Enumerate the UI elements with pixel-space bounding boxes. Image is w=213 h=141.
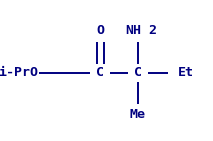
Text: Et: Et xyxy=(178,67,194,80)
Text: 2: 2 xyxy=(148,24,156,37)
Text: C: C xyxy=(96,67,104,80)
Text: i-PrO: i-PrO xyxy=(0,67,38,80)
Text: C: C xyxy=(134,67,142,80)
Text: Me: Me xyxy=(130,109,146,122)
Text: NH: NH xyxy=(125,24,141,37)
Text: O: O xyxy=(96,24,104,37)
